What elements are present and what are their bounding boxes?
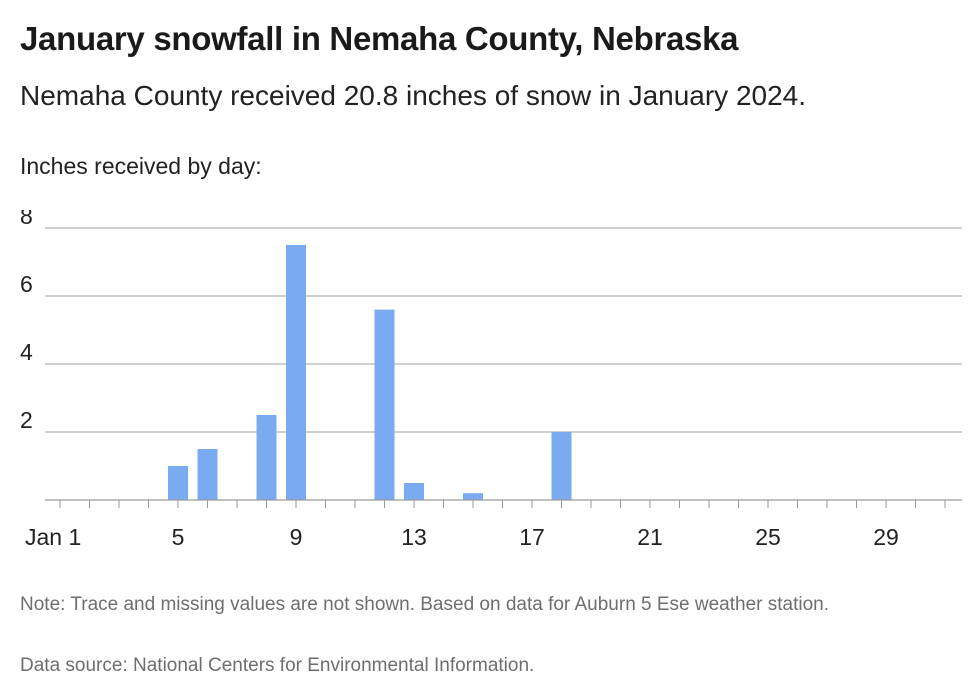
y-axis-label: Inches received by day: [20, 153, 262, 179]
bar-chart: 2 4 6 8 Jan 1 5 9 13 17 21 25 29 [20, 210, 962, 550]
x-tick-label: 21 [637, 524, 663, 550]
bar-day-6 [197, 449, 218, 500]
bar-day-5 [168, 466, 188, 500]
y-tick-label: 4 [20, 339, 33, 365]
x-tick-label: 17 [519, 524, 545, 550]
gridlines [45, 227, 962, 433]
bar-day-13 [404, 483, 424, 500]
bar-day-8 [256, 415, 277, 500]
bar-day-12 [374, 309, 395, 500]
x-tick-label: 9 [290, 524, 303, 550]
x-tick-label: Jan 1 [25, 524, 81, 550]
bar-day-9 [286, 245, 306, 500]
chart-subtitle: Nemaha County received 20.8 inches of sn… [20, 80, 807, 111]
y-tick-label: 2 [20, 407, 33, 433]
y-tick-label: 6 [20, 271, 33, 297]
x-ticks: Jan 1 5 9 13 17 21 25 29 [25, 500, 946, 550]
chart-note: Note: Trace and missing values are not s… [20, 594, 830, 615]
y-tick-label: 8 [20, 210, 33, 229]
chart-title: January snowfall in Nemaha County, Nebra… [20, 20, 739, 57]
bar-day-15 [463, 493, 483, 500]
y-tick-labels: 2 4 6 8 [20, 210, 33, 433]
x-tick-label: 13 [401, 524, 427, 550]
x-tick-label: 25 [755, 524, 781, 550]
x-tick-label: 5 [172, 524, 185, 550]
bars [168, 245, 572, 500]
bar-day-18 [551, 432, 572, 500]
x-tick-label: 29 [873, 524, 899, 550]
data-source: Data source: National Centers for Enviro… [20, 655, 535, 676]
